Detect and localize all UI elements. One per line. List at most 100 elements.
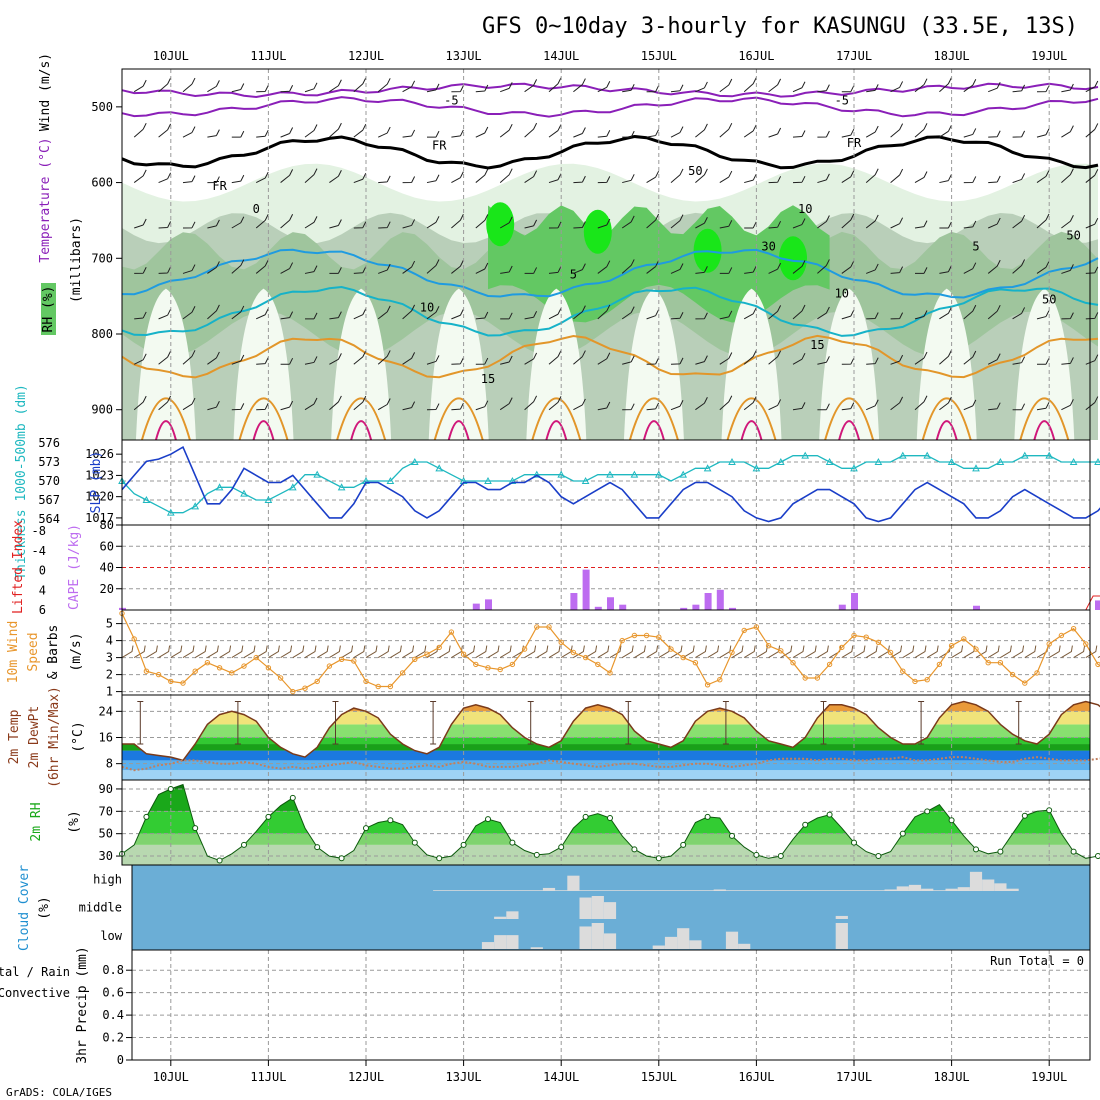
wind-speed-point bbox=[131, 636, 137, 642]
rh-point bbox=[167, 785, 174, 792]
surface-wind-barb bbox=[207, 645, 219, 659]
surface-wind-barb bbox=[817, 645, 829, 659]
isotherm-red-dome-7 bbox=[838, 420, 861, 441]
surface-wind-barb bbox=[158, 645, 171, 659]
isotherm-red-dome-6 bbox=[740, 420, 763, 441]
wind-barb bbox=[329, 311, 342, 320]
wind-speed-point bbox=[1083, 641, 1089, 647]
surface-wind-barb bbox=[304, 645, 317, 659]
surface-wind-barb bbox=[646, 645, 659, 659]
cape-bar bbox=[704, 593, 712, 610]
wind-barb bbox=[597, 176, 611, 184]
cape-tick-label-40: 40 bbox=[100, 561, 114, 575]
wind-barb bbox=[646, 85, 660, 93]
high-cloud-bar bbox=[908, 884, 922, 891]
wind-barb bbox=[451, 129, 464, 138]
wind-barb bbox=[914, 78, 928, 93]
wind-barb bbox=[329, 267, 342, 274]
wind-barb bbox=[768, 176, 782, 184]
lifted-tick-3: 4 bbox=[39, 583, 46, 597]
wind-barb bbox=[988, 81, 1001, 93]
wind-barb bbox=[695, 355, 708, 365]
surface-wind-barb bbox=[1000, 645, 1012, 659]
wind-barb bbox=[475, 311, 489, 320]
rh-point bbox=[485, 816, 491, 823]
wind-barb bbox=[939, 221, 952, 229]
wind-barb bbox=[451, 85, 464, 93]
surface-wind-barb bbox=[865, 645, 878, 659]
wind-barb bbox=[402, 80, 416, 93]
wind-barb bbox=[524, 219, 538, 229]
wind-barb bbox=[158, 395, 172, 411]
rh-bright-patch-1 bbox=[583, 209, 612, 254]
wind-barb bbox=[841, 260, 855, 274]
cape-tick-label-60: 60 bbox=[100, 539, 114, 553]
wind-speed-point bbox=[399, 670, 406, 676]
middle-cloud-bar bbox=[506, 911, 519, 919]
rh-point bbox=[216, 857, 223, 864]
surface-wind-barb bbox=[853, 645, 866, 659]
rh-point bbox=[192, 825, 199, 832]
thickness-axis-label: Thickness 1000-500mb (dm) bbox=[14, 384, 29, 580]
rh-band-1 bbox=[122, 833, 1090, 845]
wind-barb bbox=[988, 402, 1001, 411]
wind-barb bbox=[134, 218, 147, 229]
wind-barb bbox=[158, 221, 172, 229]
top-day-label-3: 13JUL bbox=[446, 49, 482, 63]
temperature-8-label: 8 bbox=[106, 757, 113, 771]
slp-tick-label-1026: 1026 bbox=[85, 447, 114, 461]
wind-barb bbox=[670, 400, 684, 411]
cloud-axis-units: (%) bbox=[37, 896, 52, 919]
minmax-whisker bbox=[527, 701, 534, 745]
surface-wind-barb bbox=[365, 645, 378, 659]
wind-barb bbox=[621, 259, 635, 274]
wind-barb bbox=[426, 403, 440, 411]
thickness-point bbox=[337, 483, 346, 491]
wind-speed-point bbox=[1095, 661, 1100, 668]
wind-barb bbox=[1036, 310, 1050, 320]
wind-barb bbox=[280, 214, 294, 229]
rh-point bbox=[899, 830, 906, 837]
rh-axis-label: RH (%) bbox=[41, 286, 56, 333]
wind-barb bbox=[597, 260, 611, 274]
wind-barb bbox=[768, 399, 782, 411]
wind-barb bbox=[231, 403, 245, 411]
wind-barb bbox=[524, 170, 538, 183]
wind-barb bbox=[280, 311, 294, 320]
precip-tick-label: 0.6 bbox=[102, 986, 124, 1000]
temperature-band-5 bbox=[122, 724, 1090, 738]
thickness-tick-570: 570 bbox=[38, 474, 60, 488]
bottom-day-label-4: 14JUL bbox=[543, 1070, 579, 1084]
wind-speed-point bbox=[826, 661, 833, 668]
wind-barb bbox=[573, 263, 586, 274]
pressure-level-600-label: 600 bbox=[91, 176, 113, 190]
isotherm-surface-dome-2 bbox=[336, 397, 387, 441]
wind-barb bbox=[499, 397, 513, 411]
wind-barb bbox=[963, 304, 977, 320]
rh-point bbox=[826, 811, 833, 818]
wind-barb bbox=[499, 168, 513, 183]
contour-label-9: 10 bbox=[835, 287, 849, 301]
high-cloud-bar bbox=[921, 888, 934, 891]
rh-point bbox=[704, 813, 711, 820]
rh-point bbox=[631, 846, 638, 853]
wind-barb bbox=[304, 265, 318, 274]
minmax-whisker bbox=[1015, 701, 1022, 745]
wind-barb bbox=[548, 77, 562, 93]
wind-barb bbox=[1036, 85, 1050, 93]
rh-90-label: 90 bbox=[99, 782, 113, 796]
wind-barb bbox=[890, 396, 904, 411]
wind-barb bbox=[890, 217, 904, 229]
wind-speed-point bbox=[753, 624, 760, 630]
rh-point bbox=[875, 853, 882, 860]
wind-speed-point bbox=[863, 634, 869, 640]
temperature-bands bbox=[122, 701, 1090, 780]
wind-barb bbox=[866, 84, 879, 93]
lifted-tick-4: 6 bbox=[39, 603, 46, 617]
rh-point bbox=[436, 855, 443, 862]
lifted-tick-0: -8 bbox=[32, 524, 46, 538]
slp-tick-label-1023: 1023 bbox=[85, 468, 114, 482]
pressure-level-800-label: 800 bbox=[91, 327, 113, 341]
isotherm-red-dome-9 bbox=[1033, 420, 1056, 441]
